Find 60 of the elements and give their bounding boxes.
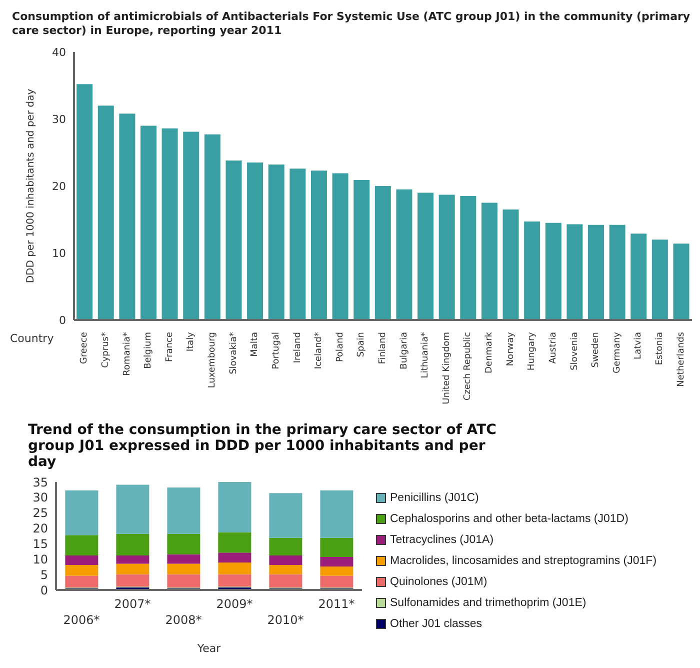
legend-label: Cephalosporins and other beta-lactams (J01D): [390, 512, 628, 524]
x-axis-title: Country: [10, 332, 54, 345]
y-tick-label: 20: [52, 180, 66, 193]
x-tick-label: Portugal: [271, 332, 282, 370]
y-tick-label: 0: [59, 314, 66, 327]
x-tick-label: Malta: [250, 332, 260, 357]
y-tick-label: 0: [40, 583, 48, 598]
x-tick-label: 2008*: [165, 613, 202, 627]
x-tick-label: Italy: [186, 331, 196, 352]
y-tick-label: 20: [32, 522, 48, 536]
x-tick-label: Latvia: [634, 332, 644, 360]
x-tick-label: Czech Republic: [463, 332, 474, 401]
x-tick-label: Sweden: [591, 332, 602, 368]
x-tick-label: Romania*: [122, 332, 132, 376]
x-tick-label: France: [164, 332, 175, 362]
y-tick-label: 40: [52, 46, 66, 59]
x-tick-label: 2011*: [318, 597, 355, 611]
x-tick-label: Denmark: [484, 331, 495, 374]
y-tick-label: 15: [32, 536, 48, 551]
x-tick-label: United Kingdom: [442, 332, 452, 404]
y-tick-label: 10: [52, 246, 66, 260]
x-tick-label: Belgium: [144, 332, 154, 369]
y-tick-label: 35: [32, 475, 48, 490]
x-tick-label: Ireland: [292, 332, 303, 364]
x-tick-label: Spain: [356, 332, 367, 358]
x-tick-label: Austria: [548, 332, 558, 364]
x-tick-label: Slovenia: [570, 332, 580, 370]
legend-label: Macrolides, lincosamides and streptogramins (J01F): [390, 554, 657, 566]
y-tick-label: 25: [32, 506, 48, 520]
x-tick-label: Hungary: [527, 331, 538, 370]
x-tick-label: Slovakia*: [228, 332, 239, 374]
x-tick-label: Poland: [335, 332, 346, 362]
legend-label: Tetracyclines (J01A): [390, 534, 494, 546]
chart-title: Consumption of antimicrobials of Antibacterials For Systemic Use (ATC group J01) in the community (primary care sector) in Europe, reporting year 2011: [11, 9, 692, 39]
x-tick-label: 2010*: [267, 613, 304, 627]
legend-label: Other J01 classes: [390, 618, 482, 630]
y-tick-label: 30: [52, 112, 66, 126]
x-tick-label: Iceland*: [314, 332, 324, 370]
legend-label: Sulfonamides and trimethoprim (J01E): [390, 596, 586, 608]
legend-label: Penicillins (J01C): [390, 492, 479, 504]
y-tick-label: 30: [32, 490, 48, 505]
y-tick-label: 5: [40, 568, 48, 582]
x-tick-label: 2009*: [216, 597, 253, 611]
x-tick-label: Finland: [378, 332, 388, 364]
x-tick-label: 2007*: [114, 597, 151, 611]
x-tick-label: Bulgaria: [399, 332, 410, 370]
x-tick-label: Netherlands: [676, 332, 686, 387]
x-tick-label: Cyprus*: [100, 332, 111, 368]
x-tick-label: 2006*: [63, 613, 100, 627]
y-tick-label: 10: [32, 552, 48, 566]
legend-label: Quinolones (J01M): [390, 576, 488, 588]
y-axis-title: DDD per 1000 inhabitants and per day: [26, 88, 37, 284]
x-tick-label: Lithuania*: [420, 332, 431, 378]
x-tick-label: Norway: [506, 331, 516, 366]
chart-title: Trend of the consumption in the primary care sector of ATC group J01 expressed in DDD per 1000 inhabitants and per day: [27, 421, 498, 472]
x-tick-label: Greece: [80, 332, 90, 364]
x-tick-label: Estonia: [655, 332, 666, 366]
x-axis-title: Year: [196, 642, 222, 655]
x-tick-label: Germany: [612, 331, 622, 374]
x-tick-label: Luxembourg: [208, 332, 218, 388]
